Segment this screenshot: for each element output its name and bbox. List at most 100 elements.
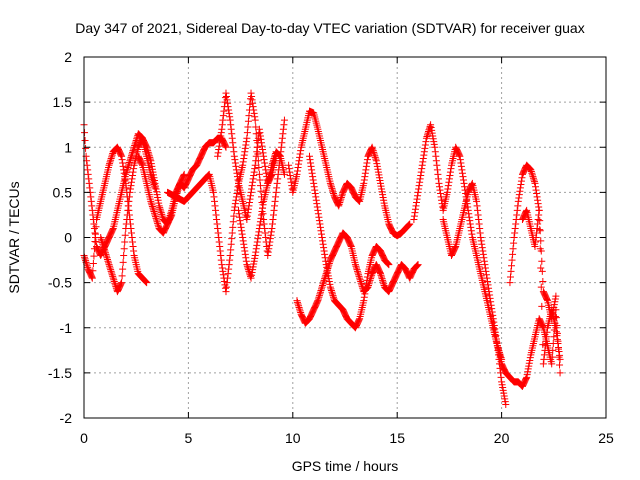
data-point-marker: [107, 156, 115, 164]
data-point-marker: [307, 162, 315, 170]
y-axis-label: SDTVAR / TECUs: [6, 181, 22, 293]
data-point-marker: [477, 234, 485, 241]
data-point-marker: [513, 211, 521, 219]
data-point-marker: [110, 276, 118, 284]
data-point-marker: [255, 170, 263, 178]
data-point-marker: [255, 125, 263, 133]
data-point-marker: [153, 218, 161, 226]
data-point-marker: [532, 183, 540, 191]
data-point-marker: [259, 201, 267, 209]
data-point-marker: [255, 224, 263, 232]
data-point-marker: [539, 323, 547, 331]
y-tick-label: 1: [64, 139, 72, 155]
data-point-marker: [362, 162, 370, 170]
data-point-marker: [120, 166, 128, 174]
data-point-marker: [87, 193, 95, 201]
data-point-marker: [363, 156, 371, 164]
data-point-marker: [122, 220, 130, 228]
data-point-marker: [502, 400, 510, 408]
data-point-marker: [507, 267, 515, 275]
data-point-marker: [240, 155, 248, 163]
data-point-marker: [316, 288, 324, 296]
data-point-marker: [422, 138, 430, 146]
data-point-marker: [556, 351, 564, 359]
data-point-marker: [485, 288, 493, 296]
data-point-marker: [319, 240, 327, 248]
data-point-marker: [458, 169, 466, 177]
data-point-marker: [119, 159, 127, 167]
data-point-marker: [438, 196, 446, 204]
data-point-marker: [124, 206, 132, 214]
data-point-marker: [322, 257, 330, 265]
data-point-marker: [132, 138, 140, 146]
data-point-marker: [285, 165, 293, 173]
data-point-marker: [227, 240, 235, 248]
data-point-marker: [239, 161, 247, 169]
data-point-marker: [278, 139, 286, 147]
data-point-marker: [248, 92, 256, 100]
data-point-marker: [264, 252, 272, 260]
data-point-marker: [92, 238, 100, 246]
data-point-marker: [100, 245, 108, 253]
data-point-marker: [150, 209, 158, 217]
data-point-marker: [81, 253, 89, 261]
data-point-marker: [367, 275, 375, 283]
data-point-marker: [444, 182, 452, 190]
data-point-marker: [213, 215, 221, 223]
data-point-marker: [100, 244, 108, 252]
data-point-marker: [360, 297, 368, 305]
data-point-marker: [515, 191, 523, 199]
data-point-marker: [413, 199, 421, 207]
data-point-marker: [119, 258, 127, 266]
data-point-marker: [251, 161, 259, 169]
data-point-marker: [540, 355, 548, 363]
data-point-marker: [296, 153, 304, 161]
data-point-marker: [252, 248, 260, 256]
data-point-marker: [309, 176, 317, 184]
data-point-marker: [436, 186, 444, 194]
data-point-marker: [255, 164, 263, 172]
data-point-marker: [293, 297, 301, 305]
data-point-marker: [253, 241, 261, 249]
y-tick-label: -1.5: [48, 365, 72, 381]
data-point-marker: [354, 269, 362, 277]
data-point-marker: [446, 171, 454, 179]
data-point-marker: [250, 106, 258, 114]
data-point-marker: [124, 162, 132, 170]
data-point-marker: [166, 213, 174, 221]
data-point-marker: [226, 252, 234, 260]
data-point-marker: [211, 202, 219, 210]
data-point-marker: [152, 214, 160, 222]
data-point-marker: [244, 117, 252, 125]
data-point-marker: [231, 159, 239, 167]
data-point-marker: [383, 259, 391, 267]
data-point-marker: [236, 217, 244, 225]
data-point-marker: [361, 290, 369, 298]
data-point-marker: [262, 234, 270, 241]
y-tick-label: 1.5: [53, 94, 73, 110]
data-point-marker: [506, 279, 514, 287]
data-point-marker: [268, 161, 276, 169]
data-point-marker: [554, 343, 562, 351]
data-point-marker: [315, 213, 323, 221]
data-point-marker: [555, 347, 563, 355]
data-point-marker: [447, 165, 455, 173]
data-point-marker: [221, 284, 229, 292]
data-point-marker: [129, 168, 137, 176]
data-point-marker: [432, 157, 440, 165]
data-point-marker: [270, 155, 278, 163]
data-point-marker: [81, 136, 89, 144]
data-point-marker: [316, 290, 324, 298]
data-point-marker: [556, 355, 564, 363]
data-point-marker: [336, 197, 344, 205]
data-point-marker: [372, 155, 380, 163]
data-point-marker: [484, 281, 492, 289]
data-point-marker: [432, 152, 440, 160]
data-point-marker: [82, 257, 90, 265]
data-point-marker: [251, 113, 259, 121]
data-point-marker: [484, 277, 492, 285]
data-point-marker: [437, 190, 445, 198]
data-point-marker: [224, 274, 232, 282]
data-point-marker: [309, 173, 317, 181]
data-point-marker: [214, 224, 222, 232]
